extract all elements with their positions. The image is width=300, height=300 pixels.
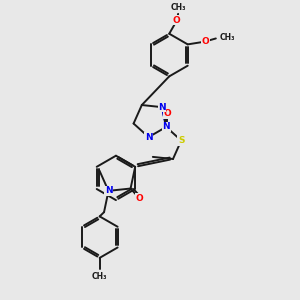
Text: N: N (145, 133, 152, 142)
Text: N: N (158, 103, 166, 112)
Text: O: O (164, 109, 171, 118)
Text: CH₃: CH₃ (220, 33, 235, 42)
Text: CH₃: CH₃ (170, 2, 186, 11)
Text: N: N (162, 122, 170, 131)
Text: S: S (178, 136, 184, 145)
Text: O: O (173, 16, 181, 25)
Text: CH₃: CH₃ (92, 272, 107, 281)
Text: O: O (202, 37, 209, 46)
Text: O: O (135, 194, 143, 203)
Text: N: N (105, 186, 112, 195)
